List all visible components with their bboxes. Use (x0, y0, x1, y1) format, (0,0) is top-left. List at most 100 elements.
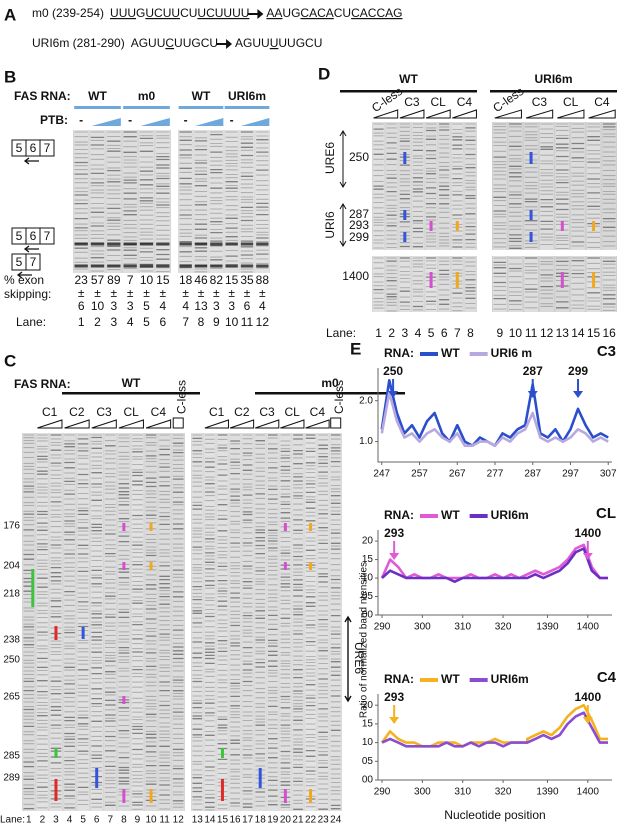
gel-lane (204, 433, 216, 811)
titration-wedge (229, 419, 255, 429)
plus-minus: ± (127, 286, 134, 300)
gel-bands (540, 146, 553, 230)
titration-wedge (37, 419, 63, 429)
gel-bands (194, 131, 208, 273)
lane-number: 11 (159, 815, 170, 826)
gel-highlight (560, 221, 564, 231)
gel (178, 130, 270, 273)
peak-arrow-head (389, 553, 400, 560)
skipping-value: 88 (256, 273, 270, 287)
lane-number: 24 (330, 815, 342, 826)
label: % exon (4, 273, 44, 287)
lane-number: 6 (441, 326, 448, 340)
exon-label: 6 (30, 141, 37, 155)
peak-label: 250 (383, 364, 403, 378)
gel-bands (23, 434, 35, 805)
sequence-segment: AGUU (131, 36, 166, 50)
skipping-value: 23 (74, 273, 88, 287)
size-marker: 1400 (342, 269, 369, 283)
skipping-value: 18 (179, 273, 193, 287)
x-tick-label: 277 (487, 469, 504, 480)
gel-highlight (429, 221, 433, 231)
legend-title: RNA: (384, 508, 414, 522)
gel-lane (451, 122, 463, 250)
gel-lane (280, 433, 291, 811)
gel-bands (159, 448, 170, 796)
lane-number: 22 (305, 815, 317, 826)
lane-number: 10 (225, 315, 239, 329)
probe-label: C-less (174, 380, 188, 414)
label: m0 (321, 376, 339, 390)
y-tick-label: 2.0 (359, 395, 373, 406)
gel-lane (242, 433, 253, 811)
x-tick-label: 300 (414, 622, 431, 633)
skipping-value: 15 (156, 273, 170, 287)
chart-title: C3 (597, 343, 616, 360)
x-tick-label: 290 (374, 622, 391, 633)
gel (191, 433, 342, 811)
gel-bands (465, 257, 476, 309)
plus-minus: ± (198, 286, 205, 300)
y-tick-label: 15 (362, 719, 374, 730)
lane-number: 11 (241, 315, 254, 329)
gel-lane (50, 433, 62, 811)
gel-lane (255, 130, 269, 273)
peak-label: 1400 (574, 690, 601, 704)
titration-wedge (204, 419, 229, 429)
gel-highlight (283, 789, 287, 803)
sequence-segment: C (165, 36, 174, 50)
gel-lane (524, 122, 538, 250)
exon-label: 6 (30, 229, 37, 243)
gel-bands (64, 434, 75, 805)
gel-highlight (403, 232, 407, 242)
gel-lane (172, 433, 184, 811)
lane-number: 19 (267, 815, 279, 826)
titration-wedge (305, 419, 330, 429)
gel-bands (524, 257, 538, 290)
probe-label: C-less (332, 380, 346, 414)
gel-bands (493, 123, 507, 248)
data-line (380, 391, 609, 447)
lane-number: 4 (127, 315, 134, 329)
exon-box (39, 227, 55, 245)
panel-label: B (4, 67, 16, 86)
gel-bands (540, 257, 553, 307)
sequence-segment: U (270, 36, 279, 50)
y-tick-label: 20 (362, 536, 374, 547)
probe-label: CL (284, 405, 300, 419)
gel-lane (602, 256, 616, 312)
titration-wedge (255, 419, 280, 429)
gel-highlight (31, 569, 35, 607)
gel-lane (225, 130, 239, 273)
gel-highlight (309, 562, 313, 570)
gel-lane (425, 122, 437, 250)
gel-bands (240, 131, 254, 256)
gel-bands (268, 437, 278, 802)
size-marker: 293 (349, 218, 369, 232)
y-tick-label: 05 (362, 591, 374, 602)
group-bar (62, 392, 200, 395)
skipping-sd: 4 (259, 299, 266, 313)
y-tick-label: 00 (362, 775, 374, 786)
lane-number: 18 (255, 815, 267, 826)
gel-bands (318, 434, 328, 805)
gel-bands (465, 127, 476, 241)
lane-number: 9 (496, 326, 503, 340)
sequence-result: AGUUUUUGCU (235, 36, 322, 50)
gel-highlight (560, 272, 564, 288)
gel-highlight (220, 779, 224, 801)
gel-bands (293, 444, 303, 804)
skipping-value: 46 (194, 273, 208, 287)
lane-number: 13 (192, 815, 204, 826)
gel-bands (524, 263, 538, 309)
lane-number: 16 (229, 815, 241, 826)
plus-minus: ± (111, 286, 118, 300)
legend-title: RNA: (384, 672, 414, 686)
size-marker: 238 (3, 635, 20, 646)
region-arrow (339, 203, 347, 247)
lane-number: 15 (217, 815, 229, 826)
data-line (381, 711, 608, 748)
gel-bands (465, 279, 476, 299)
lane-number: 7 (454, 326, 461, 340)
gel-bands (172, 442, 184, 802)
